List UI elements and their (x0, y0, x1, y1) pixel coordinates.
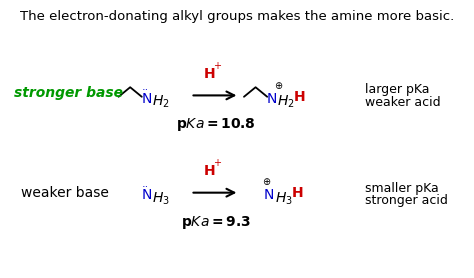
Text: N: N (266, 92, 277, 106)
Text: H: H (203, 67, 215, 81)
Text: $\mathbf{p}$$\mathit{Ka}$$\mathbf{ = 10.8}$: $\mathbf{p}$$\mathit{Ka}$$\mathbf{ = 10.… (176, 116, 256, 133)
Text: N: N (141, 92, 152, 106)
Text: $H_3$: $H_3$ (153, 190, 170, 207)
Text: weaker base: weaker base (21, 187, 109, 200)
Text: N: N (141, 188, 152, 202)
Text: stronger base: stronger base (14, 86, 123, 100)
Text: $H_3$: $H_3$ (275, 190, 293, 207)
Text: $+$: $+$ (213, 60, 222, 71)
Text: $H_2$: $H_2$ (153, 93, 170, 110)
Text: larger pKa: larger pKa (365, 83, 429, 96)
Text: stronger acid: stronger acid (365, 194, 447, 207)
Text: ··: ·· (141, 182, 149, 192)
Text: $H_2$: $H_2$ (277, 93, 295, 110)
Text: The electron-donating alkyl groups makes the amine more basic.: The electron-donating alkyl groups makes… (20, 9, 454, 23)
Text: $\oplus$: $\oplus$ (274, 80, 283, 91)
Text: H: H (203, 164, 215, 178)
Text: weaker acid: weaker acid (365, 96, 440, 109)
Text: $+$: $+$ (213, 157, 222, 168)
Text: $\oplus$: $\oplus$ (262, 176, 271, 187)
Text: H: H (292, 187, 303, 200)
Text: $\mathbf{p}$$\mathit{Ka}$$\mathbf{ = 9.3}$: $\mathbf{p}$$\mathit{Ka}$$\mathbf{ = 9.3… (181, 214, 251, 230)
Text: N: N (264, 188, 274, 202)
Text: H: H (294, 90, 305, 104)
Text: smaller pKa: smaller pKa (365, 182, 438, 195)
Text: ··: ·· (141, 85, 149, 95)
